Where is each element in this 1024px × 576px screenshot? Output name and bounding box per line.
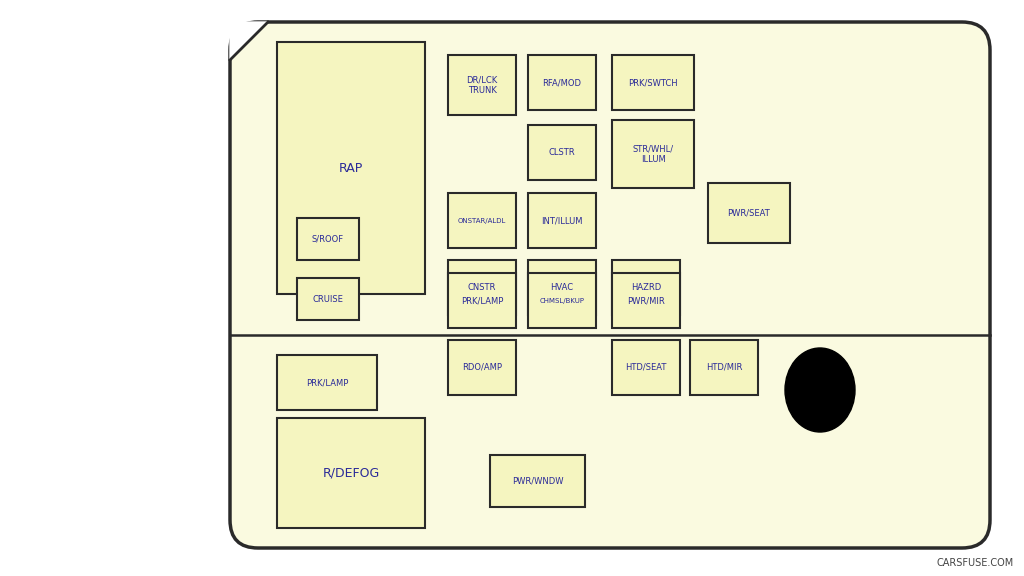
Bar <box>297 278 359 320</box>
Text: PRK/LAMP: PRK/LAMP <box>461 296 503 305</box>
Text: CRUISE: CRUISE <box>312 294 343 304</box>
Bar <box>528 55 596 110</box>
Bar <box>278 355 377 410</box>
Bar <box>449 55 516 115</box>
Bar <box>612 260 680 315</box>
Bar <box>528 125 596 180</box>
Bar <box>528 193 596 248</box>
Text: RDO/AMP: RDO/AMP <box>462 363 502 372</box>
Text: PWR/SEAT: PWR/SEAT <box>728 209 770 218</box>
FancyBboxPatch shape <box>230 22 990 548</box>
Bar <box>490 455 585 507</box>
Bar <box>708 183 790 243</box>
Bar <box>297 218 359 260</box>
Text: PWR/WNDW: PWR/WNDW <box>512 476 563 486</box>
Text: RFA/MOD: RFA/MOD <box>543 78 582 87</box>
Text: CLSTR: CLSTR <box>549 148 575 157</box>
Text: STR/WHL/
ILLUM: STR/WHL/ ILLUM <box>633 145 674 164</box>
Bar <box>449 340 516 395</box>
Text: DR/LCK
TRUNK: DR/LCK TRUNK <box>466 75 498 94</box>
Bar <box>449 273 516 328</box>
Text: CNSTR: CNSTR <box>468 283 497 292</box>
Text: HAZRD: HAZRD <box>631 283 662 292</box>
Bar <box>612 273 680 328</box>
Bar <box>690 340 758 395</box>
Bar <box>278 42 425 294</box>
Bar <box>528 273 596 328</box>
Ellipse shape <box>785 348 855 432</box>
Text: PRK/LAMP: PRK/LAMP <box>306 378 348 387</box>
Text: R/DEFOG: R/DEFOG <box>323 467 380 479</box>
Bar <box>278 418 425 528</box>
Bar <box>612 55 694 110</box>
Text: HTD/SEAT: HTD/SEAT <box>626 363 667 372</box>
Text: CARSFUSE.COM: CARSFUSE.COM <box>937 558 1014 568</box>
Polygon shape <box>230 22 268 60</box>
Text: ONSTAR/ALDL: ONSTAR/ALDL <box>458 218 506 223</box>
Text: RAP: RAP <box>339 161 364 175</box>
Text: S/ROOF: S/ROOF <box>312 234 344 244</box>
Text: PWR/MIR: PWR/MIR <box>627 296 665 305</box>
Bar <box>528 260 596 315</box>
Bar <box>449 260 516 315</box>
Text: PRK/SWTCH: PRK/SWTCH <box>628 78 678 87</box>
Text: HVAC: HVAC <box>551 283 573 292</box>
Bar <box>612 340 680 395</box>
Bar <box>449 193 516 248</box>
Text: CHMSL/BKUP: CHMSL/BKUP <box>540 297 585 304</box>
Bar <box>612 120 694 188</box>
Text: INT/ILLUM: INT/ILLUM <box>542 216 583 225</box>
Text: HTD/MIR: HTD/MIR <box>706 363 742 372</box>
